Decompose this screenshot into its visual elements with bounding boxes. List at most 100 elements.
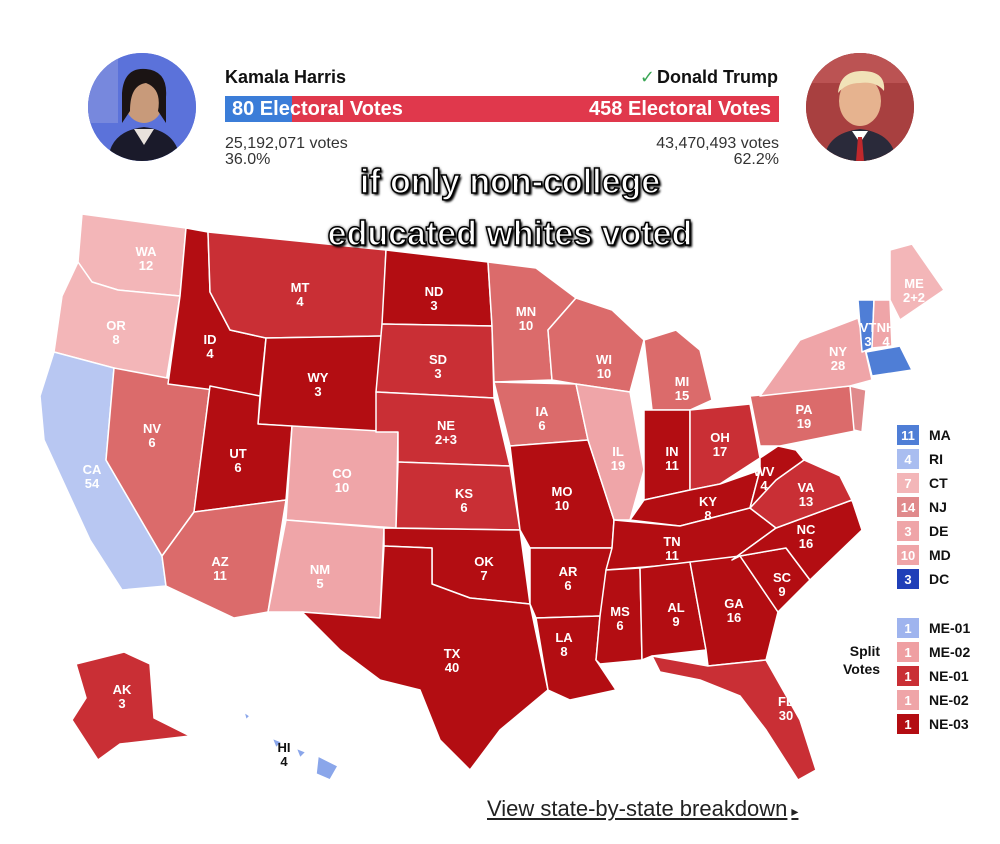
state-or[interactable] [53, 261, 181, 383]
label-ms: MS 6 [610, 604, 630, 633]
label-nm: NM 5 [310, 562, 330, 591]
state-az[interactable] [161, 499, 287, 619]
legend-me-02-label: ME-02 [929, 644, 971, 660]
legend-ct-ev: 7 [897, 473, 919, 493]
harris-electoral-votes: 80 Electoral Votes [232, 98, 403, 120]
harris-percent: 36.0% [225, 151, 271, 168]
play-arrow-icon: ▸ [791, 803, 799, 819]
winner-check-icon: ✓ [639, 67, 655, 87]
legend-me-01[interactable]: 1 ME-01 [897, 618, 970, 638]
label-in: IN 11 [665, 444, 679, 473]
legend-me-01-ev: 1 [897, 618, 919, 638]
legend-nj-label: NJ [929, 499, 947, 515]
legend-ri-label: RI [929, 451, 943, 467]
legend-ma[interactable]: 11 MA [897, 425, 951, 445]
state-wv[interactable] [749, 445, 805, 509]
state-hi[interactable] [243, 711, 339, 781]
legend-ri-ev: 4 [897, 449, 919, 469]
caption-line-2: educated whites voted [327, 214, 693, 254]
label-nd: ND 3 [425, 284, 444, 313]
legend-md-label: MD [929, 547, 951, 563]
label-ok: OK 7 [474, 554, 494, 583]
label-mt: MT 4 [291, 280, 310, 309]
label-oh: OH 17 [710, 430, 730, 459]
label-sd: SD 3 [429, 352, 447, 381]
legend-ne-02-ev: 1 [897, 690, 919, 710]
label-ca: CA 54 [83, 462, 102, 491]
label-il: IL 19 [611, 444, 625, 473]
label-mn: MN 10 [516, 304, 536, 333]
label-sc: SC 9 [773, 570, 792, 599]
state-breakdown-link-text: View state-by-state breakdown [487, 796, 788, 821]
legend-ne-03-ev: 1 [897, 714, 919, 734]
label-ga: GA 16 [724, 596, 744, 625]
trump-ev-fill [292, 96, 779, 122]
legend-ne-02[interactable]: 1 NE-02 [897, 690, 969, 710]
state-fl[interactable] [651, 655, 817, 781]
harris-avatar [88, 53, 196, 161]
state-oh[interactable] [689, 403, 761, 491]
legend-ct[interactable]: 7 CT [897, 473, 948, 493]
legend-ma-label: MA [929, 427, 951, 443]
legend-ne-03-label: NE-03 [929, 716, 969, 732]
state-nh[interactable] [871, 299, 893, 349]
state-ak[interactable] [71, 651, 191, 761]
harris-ev-fill [225, 96, 292, 122]
state-me[interactable] [889, 243, 945, 321]
legend-ne-01-ev: 1 [897, 666, 919, 686]
label-wy: WY 3 [308, 370, 329, 399]
label-wi: WI 10 [596, 352, 612, 381]
label-fl: FL 30 [778, 694, 794, 723]
state-ny[interactable] [759, 317, 873, 397]
label-ar: AR 6 [559, 564, 578, 593]
label-wv: WV 4 [754, 464, 775, 493]
caption-line-1: if only non-college [359, 162, 661, 202]
legend-me-02[interactable]: 1 ME-02 [897, 642, 970, 662]
state-nj[interactable] [849, 385, 867, 433]
state-tx[interactable] [301, 545, 549, 771]
legend-ne-01-label: NE-01 [929, 668, 969, 684]
trump-electoral-votes: 458 Electoral Votes [589, 98, 771, 120]
label-ak: AK 3 [113, 682, 132, 711]
split-votes-label-line1: Split [849, 643, 881, 659]
state-al[interactable] [639, 561, 707, 661]
state-ma[interactable] [865, 345, 913, 377]
state-wi[interactable] [547, 297, 645, 393]
label-hi: HI 4 [278, 740, 291, 769]
legend-ct-label: CT [929, 475, 948, 491]
label-ny: NY 28 [829, 344, 847, 373]
legend-md[interactable]: 10 MD [897, 545, 951, 565]
trump-name: ✓ Donald Trump [640, 67, 778, 88]
label-la: LA 8 [555, 630, 573, 659]
label-tx: TX 40 [444, 646, 461, 675]
legend-ne-02-label: NE-02 [929, 692, 969, 708]
legend-dc-ev: 3 [897, 569, 919, 589]
label-mo: MO 10 [552, 484, 573, 513]
label-ia: IA 6 [536, 404, 550, 433]
legend-ri[interactable]: 4 RI [897, 449, 943, 469]
legend-de-label: DE [929, 523, 949, 539]
label-tn: TN 11 [663, 534, 680, 563]
label-me: ME 2+2 [903, 276, 925, 305]
label-ut: UT 6 [229, 446, 246, 475]
legend-nj-ev: 14 [897, 497, 919, 517]
harris-popular-votes: 25,192,071 votes [225, 135, 348, 152]
state-breakdown-link[interactable]: View state-by-state breakdown ▸ [487, 796, 798, 822]
label-ne: NE 2+3 [435, 418, 457, 447]
label-az: AZ 11 [211, 554, 228, 583]
label-nv: NV 6 [143, 421, 161, 450]
trump-percent: 62.2% [733, 151, 779, 168]
legend-ne-01[interactable]: 1 NE-01 [897, 666, 969, 686]
legend-de-ev: 3 [897, 521, 919, 541]
label-pa: PA 19 [795, 402, 813, 431]
label-id: ID 4 [204, 332, 217, 361]
harris-portrait-icon [88, 53, 196, 161]
legend-md-ev: 10 [897, 545, 919, 565]
split-votes-label-line2: Votes [843, 661, 881, 677]
legend-dc[interactable]: 3 DC [897, 569, 949, 589]
legend-nj[interactable]: 14 NJ [897, 497, 947, 517]
legend-de[interactable]: 3 DE [897, 521, 948, 541]
legend-me-02-ev: 1 [897, 642, 919, 662]
legend-ne-03[interactable]: 1 NE-03 [897, 714, 969, 734]
